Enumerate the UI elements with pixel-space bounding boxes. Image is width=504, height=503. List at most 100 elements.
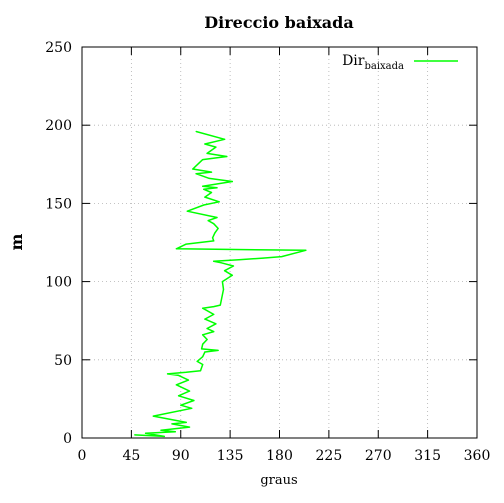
y-tick-label: 200 [45,118,72,134]
data-point [210,171,213,173]
data-point [207,220,209,222]
data-point [163,435,165,438]
y-tick-label: 250 [45,40,72,56]
data-point [210,191,213,194]
data-point [231,180,233,183]
data-point [202,363,204,366]
data-point [208,177,210,179]
data-point [196,360,198,362]
data-point [198,162,201,164]
data-point [186,210,188,212]
data-point [211,237,214,239]
data-point [152,415,154,417]
data-point [185,421,187,423]
data-point [221,281,224,283]
data-point [204,351,206,353]
data-point [202,185,204,187]
x-tick-label: 315 [414,448,441,464]
data-point [262,257,264,259]
series-line-dir-baixada [134,130,307,438]
data-point [226,155,228,158]
data-point [206,327,208,330]
x-tick-label: 135 [217,448,244,464]
legend: Dirbaixada [342,53,458,72]
data-point [191,407,193,409]
legend-label-subscript: baixada [364,61,404,72]
x-tick-label: 45 [122,448,140,464]
data-point [199,370,202,372]
data-point [193,399,195,402]
data-point [187,379,190,381]
data-point [171,423,173,425]
data-point [202,343,204,345]
data-point [202,159,204,161]
data-point [185,243,187,245]
y-tick-label: 150 [45,196,72,212]
data-point [218,201,220,203]
y-tick-label: 50 [54,353,72,369]
data-point [202,356,204,358]
data-point [134,434,136,436]
data-point [192,168,194,170]
data-point [219,304,221,306]
chart-title: Direccio baixada [204,13,353,32]
data-point [238,259,240,261]
x-tick-label: 90 [172,448,190,464]
x-tick-label: 180 [266,448,293,464]
data-point [202,307,204,309]
data-point [177,374,180,377]
x-axis-label: graus [260,473,297,488]
data-point [213,331,215,333]
data-point [203,204,205,206]
data-point [216,216,218,219]
data-point [217,349,219,352]
data-point [281,255,283,258]
data-point [204,143,206,145]
data-point [160,429,162,431]
data-point [185,371,187,373]
y-tick-label: 0 [63,431,72,447]
data-point [200,348,203,350]
data-point [177,395,180,397]
data-point [202,334,204,336]
data-point [213,306,215,308]
legend-label: Dirbaixada [342,53,404,72]
y-tick-labels: 0 50 100 150 200 250 [45,40,72,447]
data-point [213,223,215,225]
x-tick-label: 0 [78,448,87,464]
data-point [213,260,215,262]
data-point [305,249,307,251]
data-point [224,138,226,140]
data-point [174,431,176,433]
data-point [213,240,215,242]
data-point [214,232,216,234]
grid-lines [82,47,477,438]
data-point [166,373,169,375]
data-point [188,390,191,392]
y-axis-label: m [7,233,26,250]
data-point [215,323,217,325]
data-point [224,270,226,272]
x-tick-labels: 0 45 90 135 180 225 270 315 360 [78,448,491,464]
data-point [206,338,208,341]
data-point [204,318,206,320]
data-point [195,173,197,175]
legend-label-main: Dir [342,53,365,69]
data-point [232,265,235,267]
data-point [175,248,177,250]
data-point [145,432,147,434]
data-point [215,146,217,148]
tick-marks [81,46,478,439]
x-tick-label: 360 [464,448,491,464]
data-point [231,274,233,276]
x-tick-label: 270 [365,448,392,464]
data-point [188,426,191,428]
data-point [180,404,182,406]
data-point [203,188,205,190]
y-tick-label: 100 [45,275,72,291]
data-point [216,187,218,189]
data-point [213,313,215,316]
data-point [220,262,222,264]
data-point [217,227,219,230]
